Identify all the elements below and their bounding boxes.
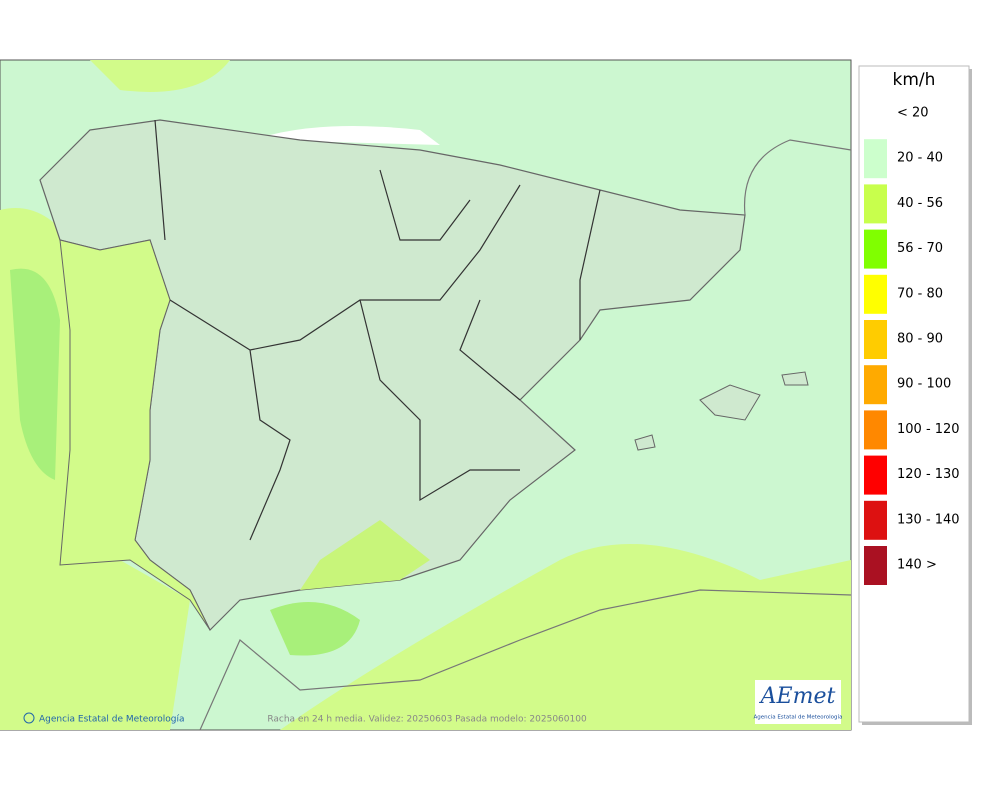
legend-title: km/h [893,70,936,90]
legend-label: 80 - 90 [897,332,943,347]
legend-swatch [864,94,887,133]
legend-swatch [864,546,887,585]
island [781,371,809,386]
legend-label: < 20 [897,106,929,121]
map: Agencia Estatal de Meteorología Racha en… [0,59,852,731]
island [699,384,761,421]
legend-swatch [864,410,887,450]
caption: Racha en 24 h media. Validez: 20250603 P… [267,715,587,725]
legend-swatch [864,365,887,405]
legend: km/h < 20 20 - 40 40 - 56 56 - 70 70 - 80 80 … [858,65,972,725]
legend-label: 90 - 100 [897,377,951,392]
legend-label: 120 - 130 [897,467,960,482]
region-borders [154,119,601,541]
portugal [59,239,211,631]
logo-name: AEmet [759,684,836,709]
legend-swatch [864,229,887,269]
credit: Agencia Estatal de Meteorología [39,715,185,725]
legend-label: 70 - 80 [897,286,943,301]
legend-swatch [864,274,887,314]
wind-zone [90,60,230,92]
legend-label: 40 - 56 [897,196,943,211]
logo-subtitle: Agencia Estatal de Meteorología [754,714,843,721]
legend-label: 130 - 140 [897,512,960,527]
legend-swatch [864,455,887,495]
legend-label: 100 - 120 [897,422,960,437]
wind-zone [270,602,360,656]
wind-zone [10,268,60,480]
copyright-icon [23,712,35,724]
legend-label: 56 - 70 [897,241,943,256]
africa-coast [199,589,852,731]
legend-swatch [864,500,887,540]
island [634,434,656,451]
legend-swatch [864,184,887,224]
france-coast [743,139,852,216]
legend-label: 20 - 40 [897,151,943,166]
wind-zone [300,520,430,590]
legend-swatch [864,320,887,359]
legend-label: 140 > [897,558,937,573]
legend-swatch [864,139,887,179]
logo-box [755,680,841,724]
